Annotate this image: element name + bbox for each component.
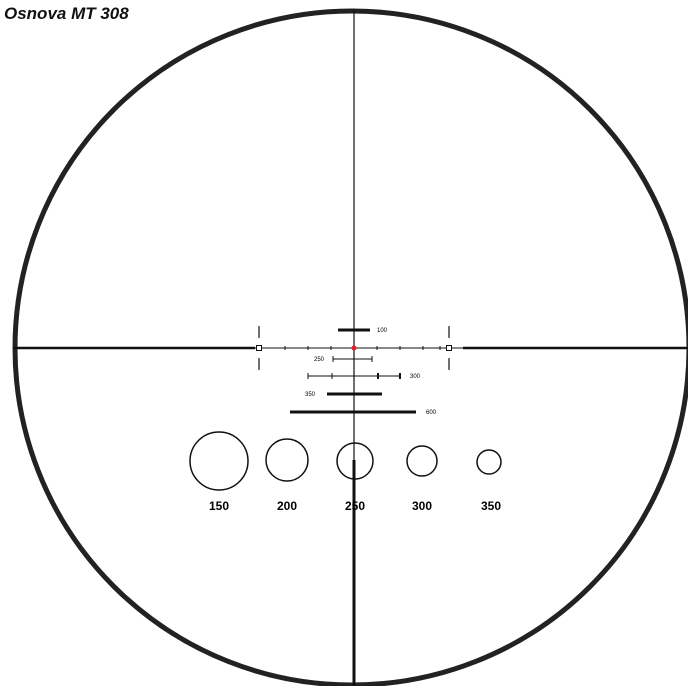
range-label: 250 xyxy=(314,357,325,363)
circle-label: 250 xyxy=(345,499,365,513)
range-label: 100 xyxy=(377,328,388,334)
range-label: 600 xyxy=(426,410,437,416)
title: Osnova MT 308 xyxy=(4,4,129,23)
circle-label: 350 xyxy=(481,499,501,513)
center-dot xyxy=(351,345,357,351)
circle-label: 300 xyxy=(412,499,432,513)
range-label: 300 xyxy=(410,374,421,380)
circle-label: 200 xyxy=(277,499,297,513)
title-bg xyxy=(0,0,165,26)
range-label: 350 xyxy=(305,392,316,398)
crosshair xyxy=(14,10,688,686)
circle-label: 150 xyxy=(209,499,229,513)
ranging-circles xyxy=(189,431,502,491)
